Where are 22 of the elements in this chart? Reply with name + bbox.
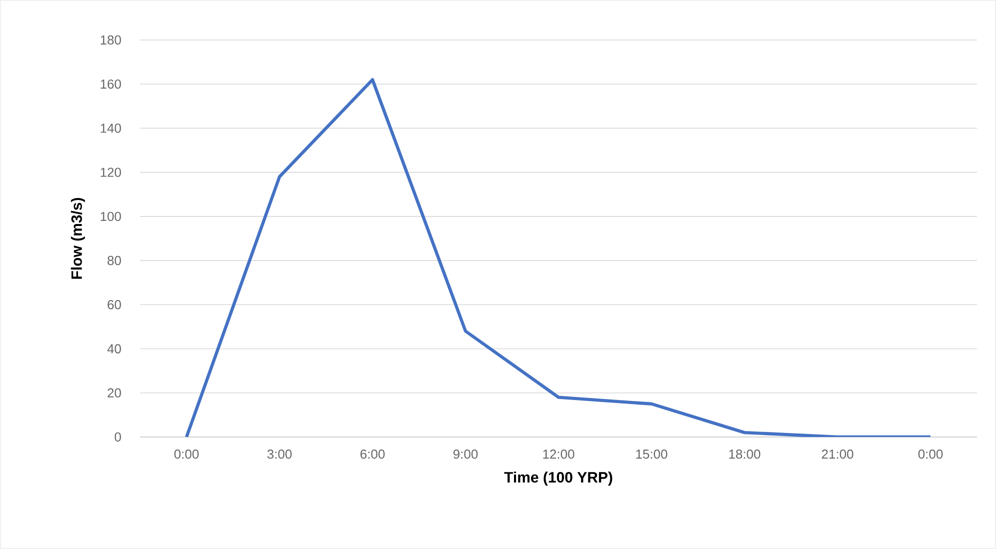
- y-tick-label: 0: [114, 432, 121, 442]
- y-tick-label: 160: [100, 79, 121, 89]
- y-tick-label: 100: [100, 212, 121, 222]
- y-tick-label: 180: [100, 35, 121, 45]
- y-tick-label: 80: [108, 256, 121, 266]
- y-tick-label: 140: [100, 124, 121, 133]
- x-tick-label: 6:00: [360, 450, 385, 459]
- y-tick-label: 20: [108, 388, 121, 398]
- y-tick-label: 40: [107, 344, 121, 354]
- line-series: [184, 78, 932, 437]
- y-axis-title: Flow (m3/s): [70, 198, 85, 279]
- x-tick-label: 18:00: [729, 450, 760, 459]
- x-tick-label: 21:00: [822, 450, 854, 459]
- y-tick-label: 120: [100, 168, 121, 177]
- x-tick-label: 0:00: [918, 450, 943, 459]
- x-tick-label: 3:00: [267, 450, 292, 459]
- x-tick-label: 12:00: [543, 450, 574, 459]
- x-tick-label: 9:00: [453, 450, 478, 459]
- x-axis-title: Time (100 YRP): [504, 472, 612, 486]
- y-tick-label: 60: [108, 300, 121, 310]
- x-tick-label: 0:00: [174, 450, 199, 459]
- x-tick-label: 15:00: [636, 450, 668, 459]
